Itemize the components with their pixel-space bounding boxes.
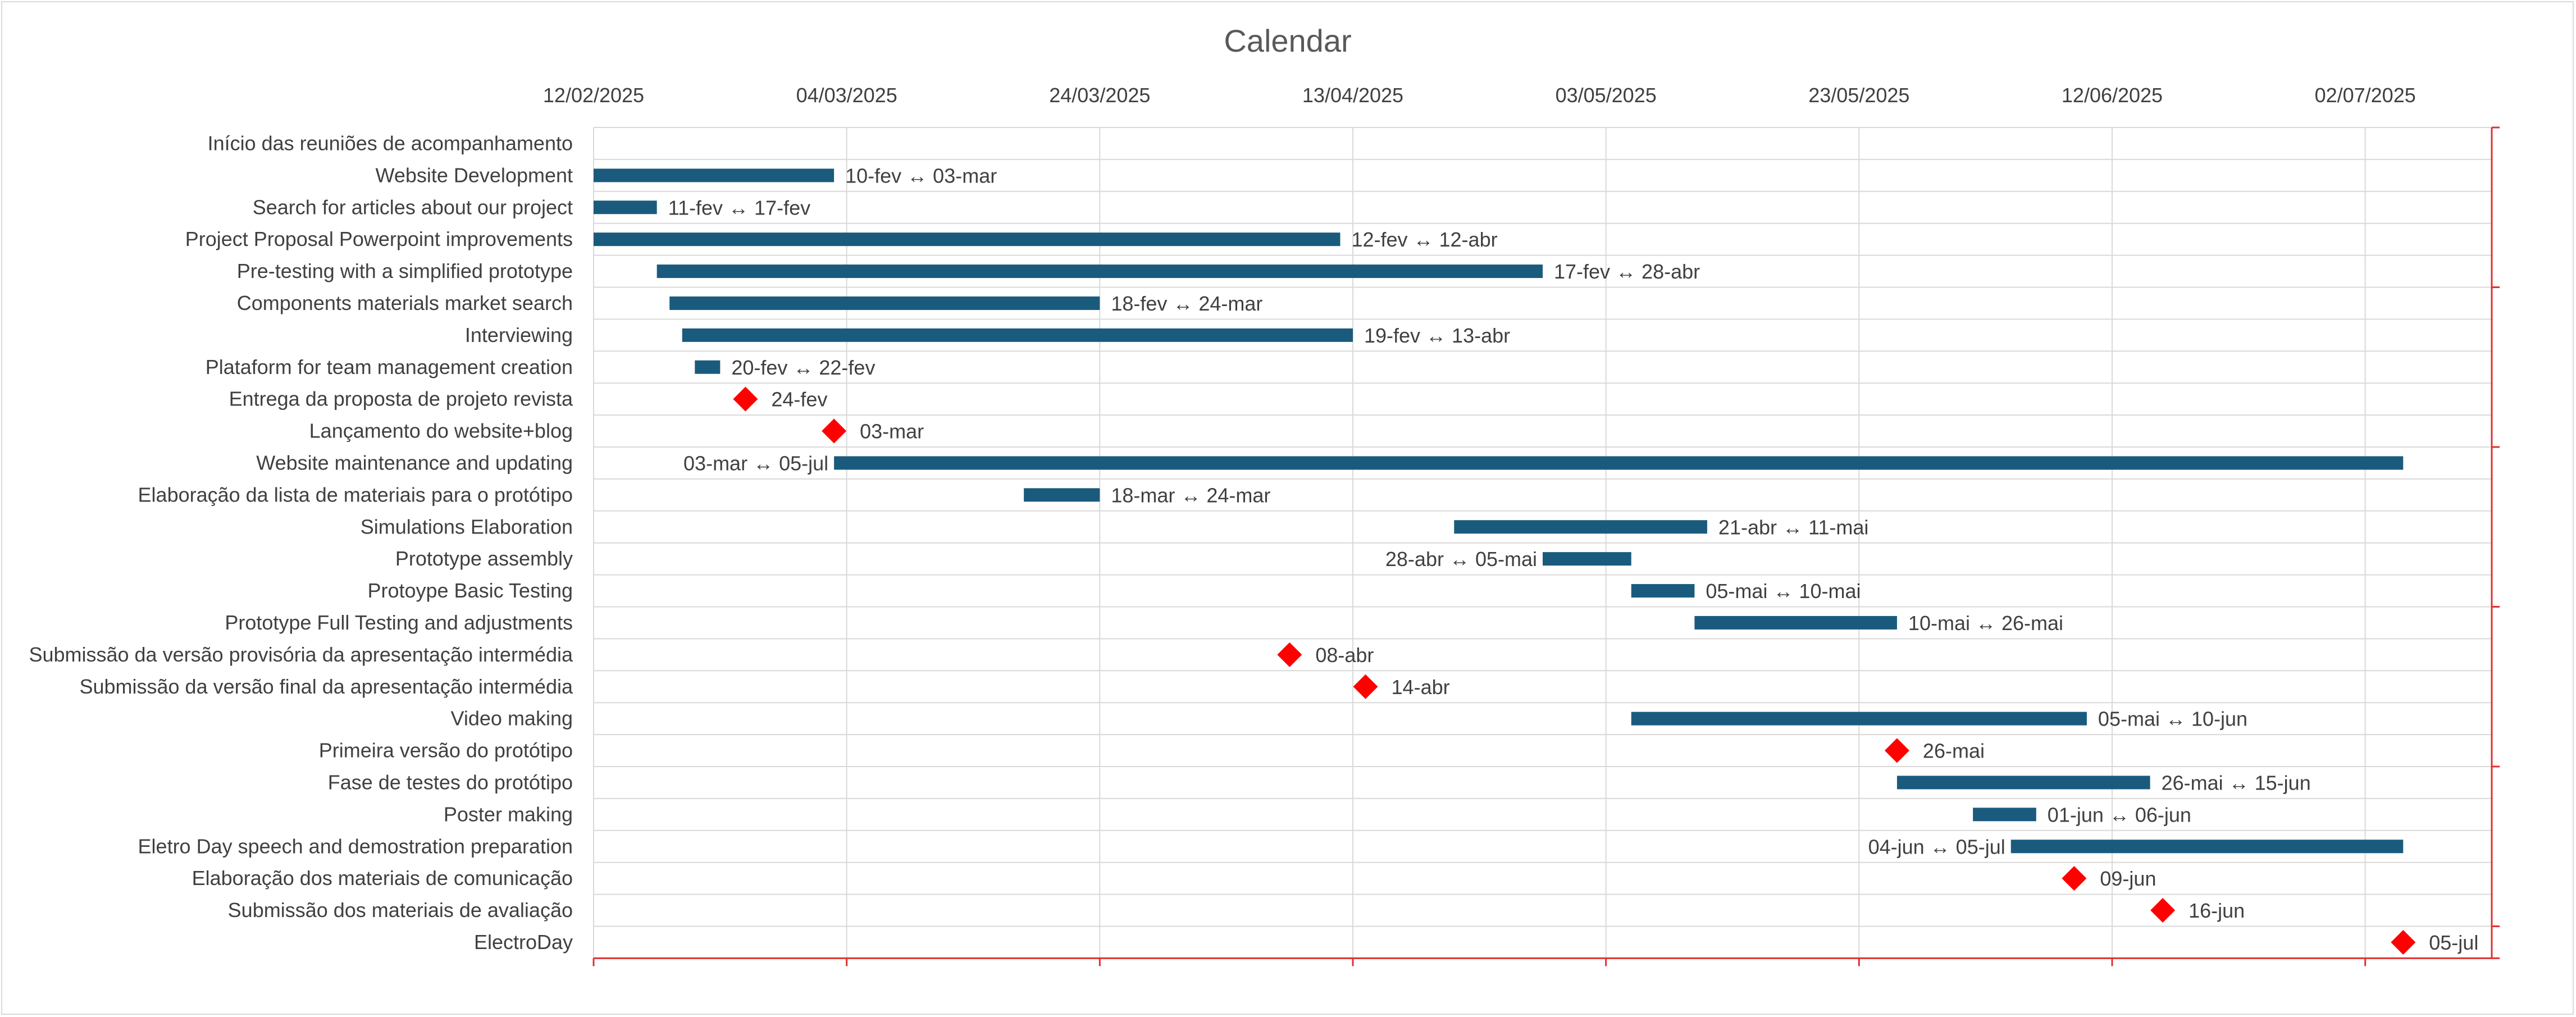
task-date-label: 10-mai ↔ 26-mai xyxy=(1908,612,2063,635)
x-tick-label: 12/06/2025 xyxy=(2062,84,2163,107)
task-bar xyxy=(1631,712,2087,726)
task-name-label: Fase de testes do protótipo xyxy=(328,770,573,793)
task-name-label: Eletro Day speech and demostration prepa… xyxy=(138,834,573,858)
task-name-label: Search for articles about our project xyxy=(253,195,573,218)
chart-title: Calendar xyxy=(1224,23,1351,58)
milestone-date-label: 16-jun xyxy=(2189,899,2245,922)
x-tick-label: 12/02/2025 xyxy=(543,84,644,107)
x-tick-label: 24/03/2025 xyxy=(1049,84,1150,107)
task-date-label: 26-mai ↔ 15-jun xyxy=(2162,771,2311,794)
task-name-label: Submissão dos materiais de avaliação xyxy=(228,899,573,922)
x-tick-label: 03/05/2025 xyxy=(1556,84,1657,107)
milestone-date-label: 08-abr xyxy=(1315,644,1374,667)
task-bar xyxy=(1024,488,1100,502)
task-bar xyxy=(834,456,2404,470)
task-name-label: Lançamento do website+blog xyxy=(309,419,573,443)
task-name-label: Components materials market search xyxy=(237,291,573,314)
task-name-label: Elaboração dos materiais de comunicação xyxy=(192,866,573,890)
task-date-label: 01-jun ↔ 06-jun xyxy=(2048,803,2191,826)
task-name-label: Início das reuniões de acompanhamento xyxy=(208,131,573,154)
task-date-label: 18-mar ↔ 24-mar xyxy=(1111,484,1270,507)
milestone-date-label: 03-mar xyxy=(860,420,924,443)
x-tick-label: 23/05/2025 xyxy=(1808,84,1909,107)
milestone-date-label: 09-jun xyxy=(2100,867,2156,890)
milestone-date-label: 24-fev xyxy=(771,388,827,411)
task-name-label: ElectroDay xyxy=(474,931,573,954)
milestone-diamond xyxy=(822,418,847,444)
task-name-label: Pre-testing with a simplified prototype xyxy=(237,259,573,282)
task-date-label: 11-fev ↔ 17-fev xyxy=(668,196,810,219)
task-bar xyxy=(594,232,1341,247)
task-name-label: Simulations Elaboration xyxy=(361,515,573,538)
milestone-diamond xyxy=(1884,738,1909,763)
milestone-diamond xyxy=(2391,929,2416,955)
task-bar xyxy=(1694,615,1897,630)
task-date-label: 12-fev ↔ 12-abr xyxy=(1351,228,1497,251)
task-name-label: Elaboração da lista de materiais para o … xyxy=(138,483,573,506)
task-date-label: 18-fev ↔ 24-mar xyxy=(1111,292,1262,315)
task-bar xyxy=(1973,808,2036,822)
task-name-label: Video making xyxy=(451,707,573,730)
x-axis-ticks: 12/02/2025 04/03/2025 24/03/2025 13/04/2025… xyxy=(543,84,2416,107)
task-labels: Início das reuniões de acompanhamento Web… xyxy=(29,131,573,954)
x-tick-label: 02/07/2025 xyxy=(2315,84,2416,107)
task-bar xyxy=(1454,520,1707,534)
task-bar xyxy=(656,264,1543,279)
task-name-label: Website Development xyxy=(375,163,573,186)
task-name-label: Submissão da versão final da apresentaçã… xyxy=(79,675,573,698)
task-date-label: 20-fev ↔ 22-fev xyxy=(731,356,875,379)
task-bar xyxy=(669,296,1100,310)
milestone-diamond xyxy=(2150,898,2176,923)
task-date-label: 04-jun ↔ 05-jul xyxy=(1868,835,2005,858)
task-bar xyxy=(594,168,835,183)
task-name-label: Primeira versão do protótipo xyxy=(319,739,573,762)
task-bar xyxy=(2010,840,2404,854)
task-date-label: 19-fev ↔ 13-abr xyxy=(1364,324,1510,347)
x-tick-label: 04/03/2025 xyxy=(796,84,897,107)
task-date-label: 28-abr ↔ 05-mai xyxy=(1385,548,1537,571)
axis-layer xyxy=(592,126,2500,966)
milestone-date-label: 14-abr xyxy=(1392,676,1450,699)
task-name-label: Project Proposal Powerpoint improvements xyxy=(185,227,573,250)
task-name-label: Prototype Full Testing and adjustments xyxy=(225,611,573,634)
task-bar xyxy=(1543,552,1631,566)
task-date-label: 10-fev ↔ 03-mar xyxy=(845,164,997,187)
task-date-label: 21-abr ↔ 11-mai xyxy=(1718,516,1868,539)
x-tick-label: 13/04/2025 xyxy=(1302,84,1403,107)
task-date-label: 05-mai ↔ 10-jun xyxy=(2098,708,2247,731)
milestone-date-label: 26-mai xyxy=(1923,740,1985,763)
task-date-label: 17-fev ↔ 28-abr xyxy=(1554,260,1700,283)
task-name-label: Plataform for team management creation xyxy=(206,355,573,378)
task-name-label: Entrega da proposta de projeto revista xyxy=(229,387,573,411)
milestone-diamond xyxy=(733,386,758,412)
milestone-diamond xyxy=(1353,674,1378,699)
task-date-label: 03-mar ↔ 05-jul xyxy=(683,452,828,475)
task-name-label: Submissão da versão provisória da aprese… xyxy=(29,643,573,666)
task-name-label: Protoype Basic Testing xyxy=(367,579,573,602)
task-bar xyxy=(1896,776,2150,790)
task-marks: 10-fev ↔ 03-mar 11-fev ↔ 17-fev 12-fev ↔ 1… xyxy=(594,164,2478,955)
task-bar xyxy=(682,328,1353,342)
milestone-diamond xyxy=(2062,866,2087,891)
task-name-label: Prototype assembly xyxy=(395,547,573,570)
task-name-label: Website maintenance and updating xyxy=(256,451,573,474)
grid-layer xyxy=(593,127,2492,959)
task-bar xyxy=(695,360,721,374)
milestone-diamond xyxy=(1277,642,1302,667)
milestone-date-label: 05-jul xyxy=(2429,931,2478,954)
task-name-label: Interviewing xyxy=(465,323,573,346)
task-name-label: Poster making xyxy=(444,802,573,826)
task-date-label: 05-mai ↔ 10-mai xyxy=(1706,580,1861,603)
task-bar xyxy=(1631,584,1695,598)
task-bar xyxy=(594,200,657,215)
